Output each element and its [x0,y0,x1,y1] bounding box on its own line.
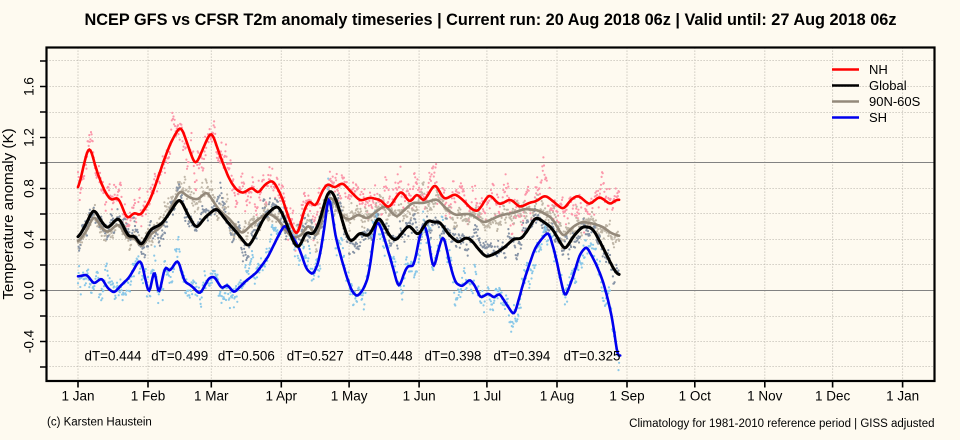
svg-text:1.2: 1.2 [22,128,37,147]
svg-text:dT=0.394: dT=0.394 [493,349,551,364]
svg-text:1 May: 1 May [331,389,368,404]
svg-text:Climatology for 1981-2010 refe: Climatology for 1981-2010 reference peri… [629,418,934,430]
svg-text:(c) Karsten Haustein: (c) Karsten Haustein [47,417,152,429]
svg-text:1 Jan: 1 Jan [886,389,919,404]
svg-text:Temperature anomaly (K): Temperature anomaly (K) [0,128,17,299]
svg-text:NH: NH [869,62,888,77]
svg-text:dT=0.448: dT=0.448 [356,349,413,364]
svg-text:1 Aug: 1 Aug [540,389,575,404]
svg-text:dT=0.499: dT=0.499 [151,349,208,364]
svg-text:-0.4: -0.4 [22,329,37,353]
svg-text:1 Nov: 1 Nov [747,389,783,404]
svg-text:1 Dec: 1 Dec [815,389,851,404]
svg-text:1 Jun: 1 Jun [403,389,436,404]
svg-text:0.0: 0.0 [22,281,37,300]
svg-text:dT=0.527: dT=0.527 [287,349,344,364]
svg-text:1.6: 1.6 [22,77,37,96]
svg-text:dT=0.506: dT=0.506 [218,349,275,364]
svg-text:1 Feb: 1 Feb [131,389,166,404]
svg-text:1 Sep: 1 Sep [609,389,644,404]
svg-text:0.4: 0.4 [22,230,37,249]
svg-text:1 Jan: 1 Jan [61,389,94,404]
svg-text:1 Apr: 1 Apr [266,389,298,404]
svg-text:1 Oct: 1 Oct [679,389,712,404]
svg-text:0.8: 0.8 [22,179,37,198]
svg-text:Global: Global [869,78,907,93]
svg-text:NCEP GFS vs CFSR T2m anomaly t: NCEP GFS vs CFSR T2m anomaly timeseries … [85,11,897,29]
svg-text:1 Mar: 1 Mar [194,389,229,404]
svg-text:dT=0.398: dT=0.398 [425,349,482,364]
svg-text:SH: SH [869,110,887,125]
svg-text:dT=0.444: dT=0.444 [85,349,143,364]
svg-text:90N-60S: 90N-60S [869,94,921,109]
svg-text:1 Jul: 1 Jul [473,389,502,404]
svg-text:dT=0.325: dT=0.325 [564,349,621,364]
